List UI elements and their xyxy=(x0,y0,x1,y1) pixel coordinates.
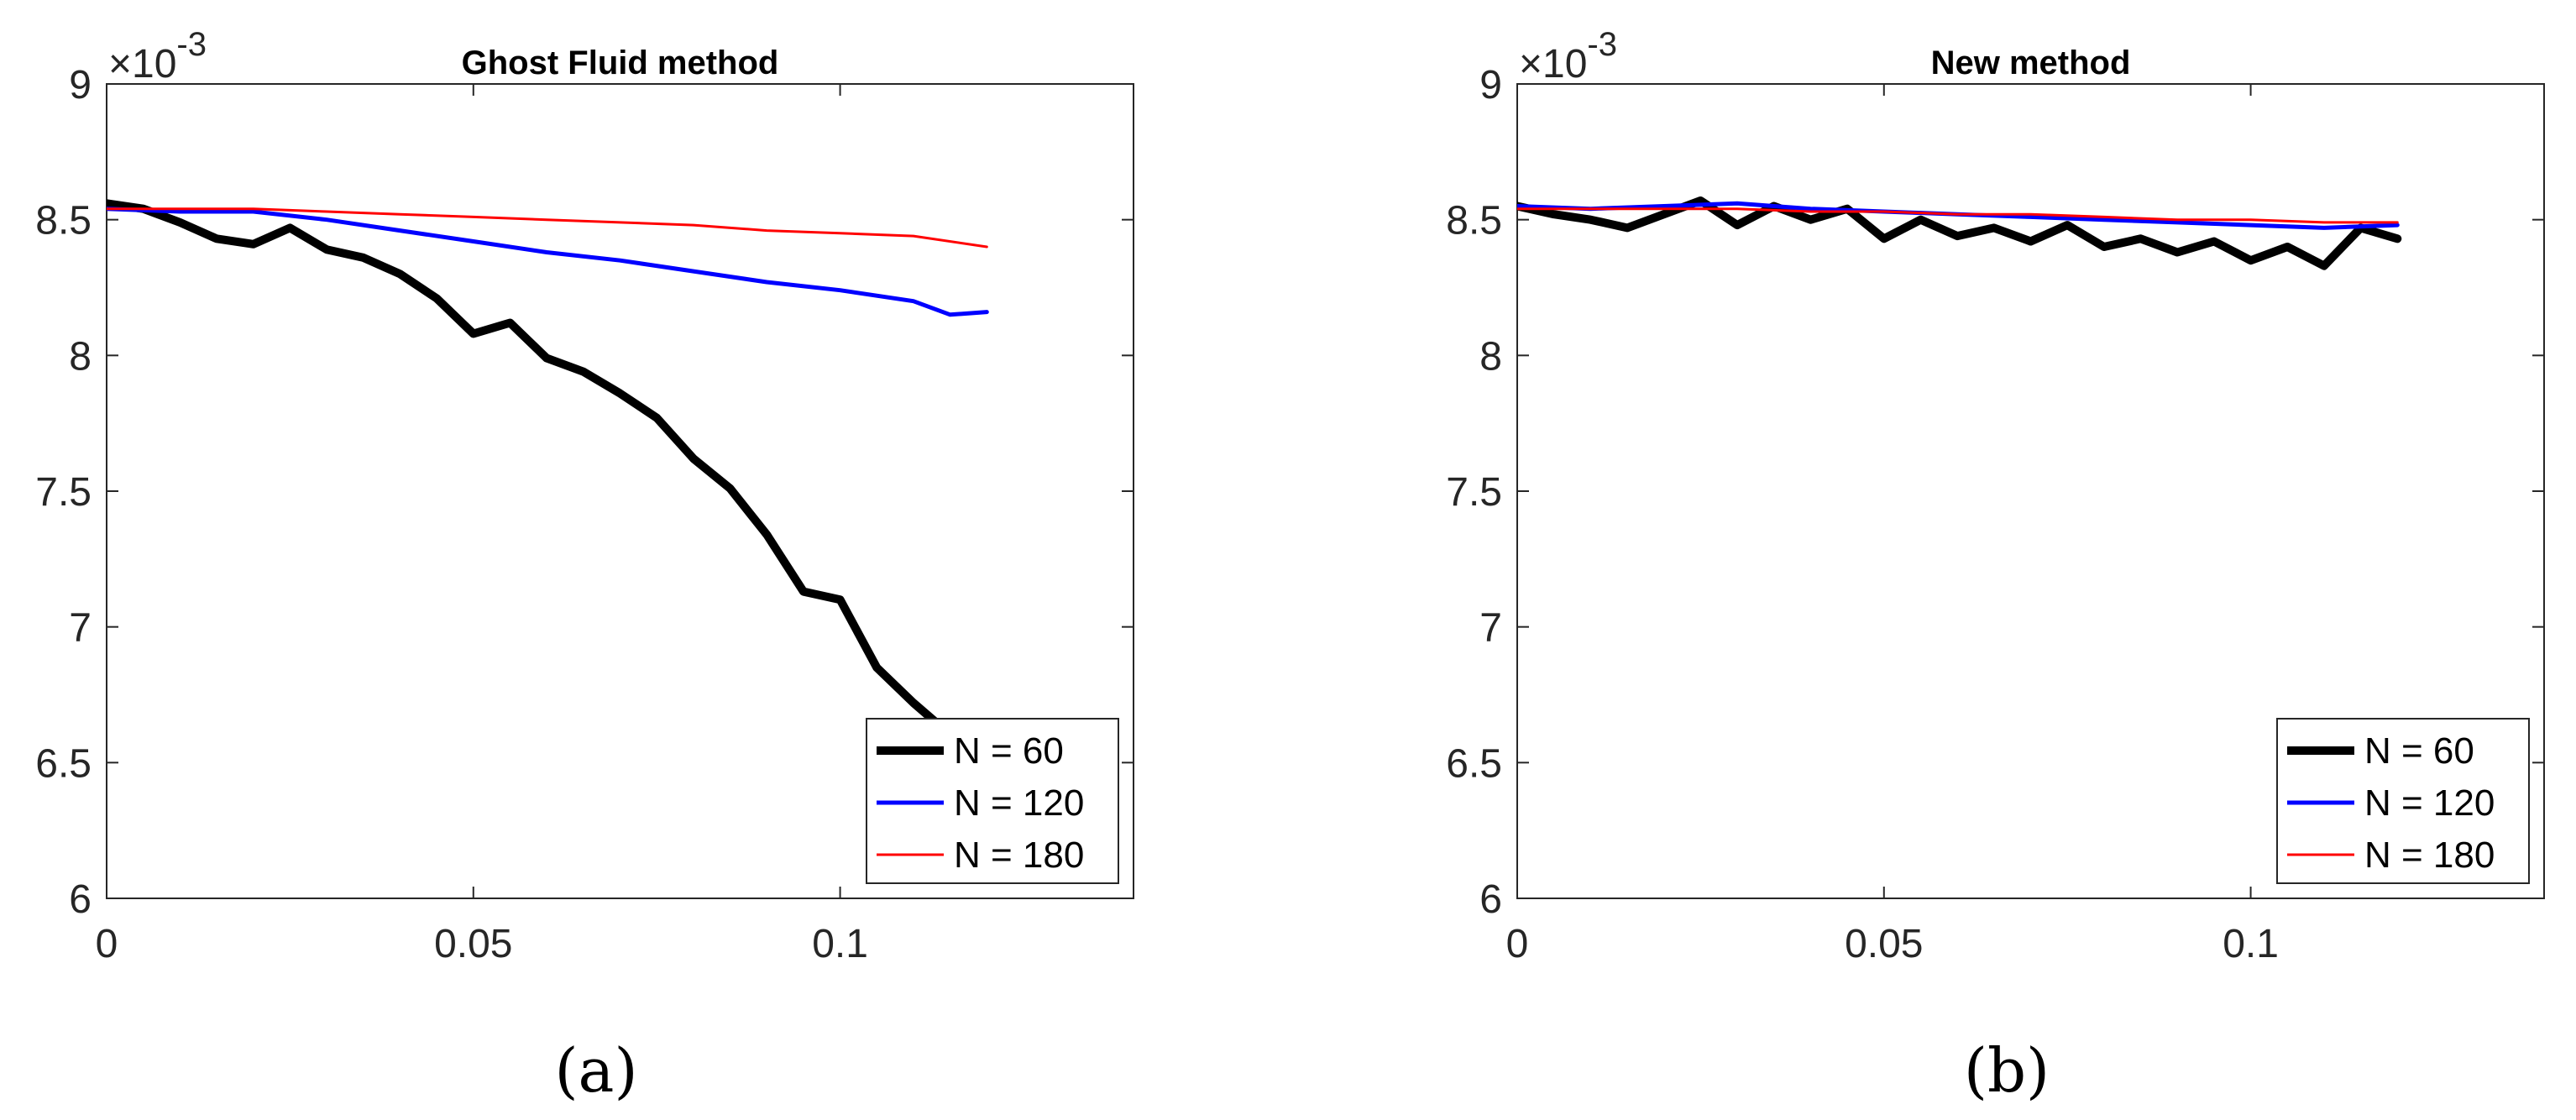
panel-label: (a) xyxy=(554,1035,637,1106)
panel-label: (b) xyxy=(1964,1035,2050,1106)
x-tick-label: 0 xyxy=(1506,922,1529,966)
x-tick-label: 0.1 xyxy=(2223,922,2279,966)
y-tick-label: 6.5 xyxy=(1446,741,1502,786)
legend: N = 60 N = 120 N = 180 xyxy=(2276,718,2530,884)
series-line-3 xyxy=(107,207,988,249)
panel-b: 6 6.5 7 7.5 8 8.5 9 0 0.05 0.1 ×10-3 New method N = … xyxy=(1446,26,2545,1106)
chart-title: Ghost Fluid method xyxy=(462,44,779,81)
legend-label: N = 180 xyxy=(2364,835,2495,876)
y-tick-label: 8.5 xyxy=(1446,199,1502,243)
y-tick-label: 7.5 xyxy=(1446,470,1502,515)
exponent-power: -3 xyxy=(1587,26,1617,63)
exponent-power: -3 xyxy=(176,26,207,63)
legend-label: N = 180 xyxy=(954,835,1084,876)
x-tick-label: 0.05 xyxy=(434,922,512,966)
legend-label: N = 120 xyxy=(954,782,1084,824)
legend-label: N = 120 xyxy=(2364,782,2495,824)
panel-a: 6 6.5 7 7.5 8 8.5 9 0 0.05 0.1 ×10-3 Ghost Fluid me… xyxy=(35,26,1134,1106)
x-tick-label: 0.05 xyxy=(1845,922,1923,966)
y-tick-label: 8 xyxy=(1479,334,1502,379)
y-tick-label: 9 xyxy=(1479,63,1502,107)
y-tick-label: 6 xyxy=(1479,877,1502,922)
exponent-base: ×10 xyxy=(108,42,176,86)
chart-title: New method xyxy=(1931,44,2131,81)
axis-exponent-label: ×10-3 xyxy=(108,26,207,86)
x-tick-label: 0 xyxy=(96,922,118,966)
y-tick-label: 6.5 xyxy=(35,741,92,786)
y-tick-label: 7 xyxy=(69,606,92,651)
y-tick-label: 9 xyxy=(69,63,92,107)
series-line-1 xyxy=(1517,196,2402,270)
legend-label: N = 60 xyxy=(2364,730,2474,772)
legend: N = 60 N = 120 N = 180 xyxy=(866,718,1119,884)
y-tick-label: 7 xyxy=(1479,606,1502,651)
y-tick-label: 7.5 xyxy=(35,470,92,515)
axis-exponent-label: ×10-3 xyxy=(1519,26,1617,86)
y-tick-label: 6 xyxy=(69,877,92,922)
legend-label: N = 60 xyxy=(954,730,1064,772)
series-line-3 xyxy=(1517,207,2399,224)
exponent-base: ×10 xyxy=(1519,42,1587,86)
y-tick-label: 8.5 xyxy=(35,199,92,243)
series-line-1 xyxy=(107,199,940,726)
y-tick-label: 8 xyxy=(69,334,92,379)
x-tick-label: 0.1 xyxy=(812,922,868,966)
series-line-2 xyxy=(107,207,989,317)
